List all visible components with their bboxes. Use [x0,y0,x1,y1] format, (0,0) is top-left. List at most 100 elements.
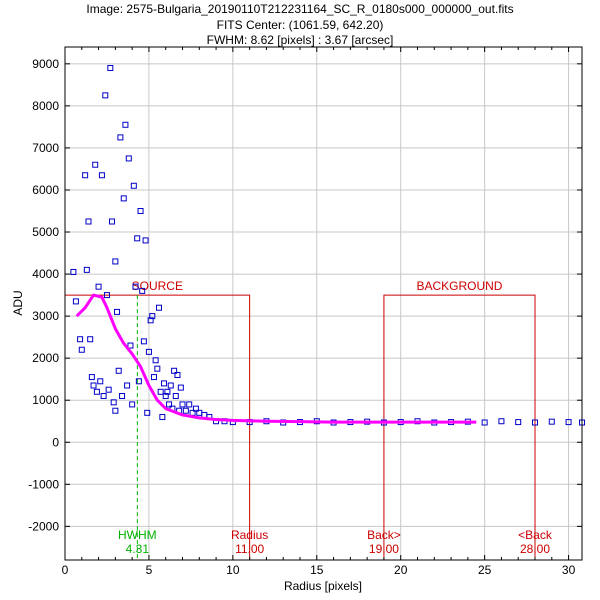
grid-lines [64,47,582,560]
region-label: BACKGROUND [416,279,502,293]
marker-name: <Back [518,528,553,542]
data-point [174,371,181,378]
data-point [177,384,184,391]
data-point [132,283,139,290]
data-point [93,388,100,395]
data-point [78,346,85,353]
data-point [125,155,132,162]
data-point [103,292,110,299]
data-point [109,218,115,225]
data-point [87,336,94,343]
data-point [156,304,162,311]
data-point [167,382,174,389]
x-tick-label: 25 [478,563,492,577]
y-tick-label: 3000 [32,309,59,323]
profile-line [75,293,477,424]
data-point [157,388,164,395]
data-point [548,418,555,425]
data-points [70,65,585,426]
data-point [152,357,159,364]
data-point [140,338,147,345]
data-point [137,207,144,214]
data-point [135,378,142,385]
y-tick-label: 9000 [32,57,59,71]
y-axis-label: ADU [11,290,25,315]
data-point [159,414,166,421]
data-point [102,92,109,99]
data-point [100,393,107,400]
data-point [164,388,171,395]
data-point [90,382,97,389]
data-point [97,378,104,385]
axis-ticks: 0 5 10 15 20 25 30 -2000 -1000 0 1000 2000 3000 4000 5… [28,47,582,577]
y-tick-label: 2000 [32,351,59,365]
data-point [130,182,137,189]
data-point [122,121,129,128]
marker-value: 11.00 [235,542,264,556]
data-point [98,172,105,179]
data-point [172,393,179,400]
data-point [114,308,121,315]
y-tick-label: 7000 [32,141,59,155]
data-point [124,382,131,389]
data-point [142,237,149,244]
x-axis-label: Radius [pixels] [284,579,362,593]
data-point [144,409,151,416]
data-point [166,401,173,408]
marker-name: Back> [367,528,401,542]
y-tick-label: 5000 [32,225,59,239]
marker-value: 19.00 [369,542,399,556]
x-tick-label: 5 [146,563,153,577]
data-point [88,374,95,381]
y-tick-label: 0 [52,435,59,449]
data-point [201,411,208,418]
data-point [127,342,134,349]
data-point [498,418,505,425]
data-point [182,407,189,414]
data-point [112,258,119,265]
data-point [186,401,193,408]
title-line-1: Image: 2575-Bulgaria_20190110T212231164_… [86,2,514,16]
data-point [85,218,92,225]
data-point [515,419,522,426]
y-tick-label: 6000 [32,183,59,197]
data-point [105,386,112,393]
data-point [179,401,186,408]
data-point [565,419,572,426]
data-point [171,367,178,374]
marker-name: HWHM [118,528,157,542]
title-line-3: FWHM: 8.62 [pixels] : 3.67 [arcsec] [206,33,394,47]
y-tick-label: 1000 [32,393,59,407]
data-point [192,405,199,412]
data-point [110,399,117,406]
data-point [129,401,136,408]
aperture-regions: SOURCE BACKGROUNDHWHM4.31Radius11.00Back>… [64,279,553,560]
data-point [162,393,169,400]
data-point [532,419,538,426]
data-point [481,419,488,426]
title-line-2: FITS Center: (1061.59, 642.20) [216,18,384,32]
y-tick-label: -1000 [28,477,59,491]
marker-value: 28.00 [520,542,550,556]
profile-line-path [75,293,477,424]
data-point [139,287,146,294]
data-point [95,283,102,290]
data-point [149,313,156,320]
marker-name: Radius [231,528,268,542]
data-point [115,367,122,374]
x-tick-label: 10 [226,563,240,577]
data-point [112,407,119,414]
x-tick-label: 20 [394,563,408,577]
data-point [82,172,89,179]
data-point [145,348,152,355]
x-tick-label: 15 [310,563,324,577]
data-point [119,393,126,400]
data-point [107,65,114,72]
data-point [70,268,77,275]
data-point [150,374,157,381]
data-point [83,266,90,273]
x-tick-label: 30 [562,563,576,577]
data-point [117,134,124,141]
data-point [92,161,99,168]
